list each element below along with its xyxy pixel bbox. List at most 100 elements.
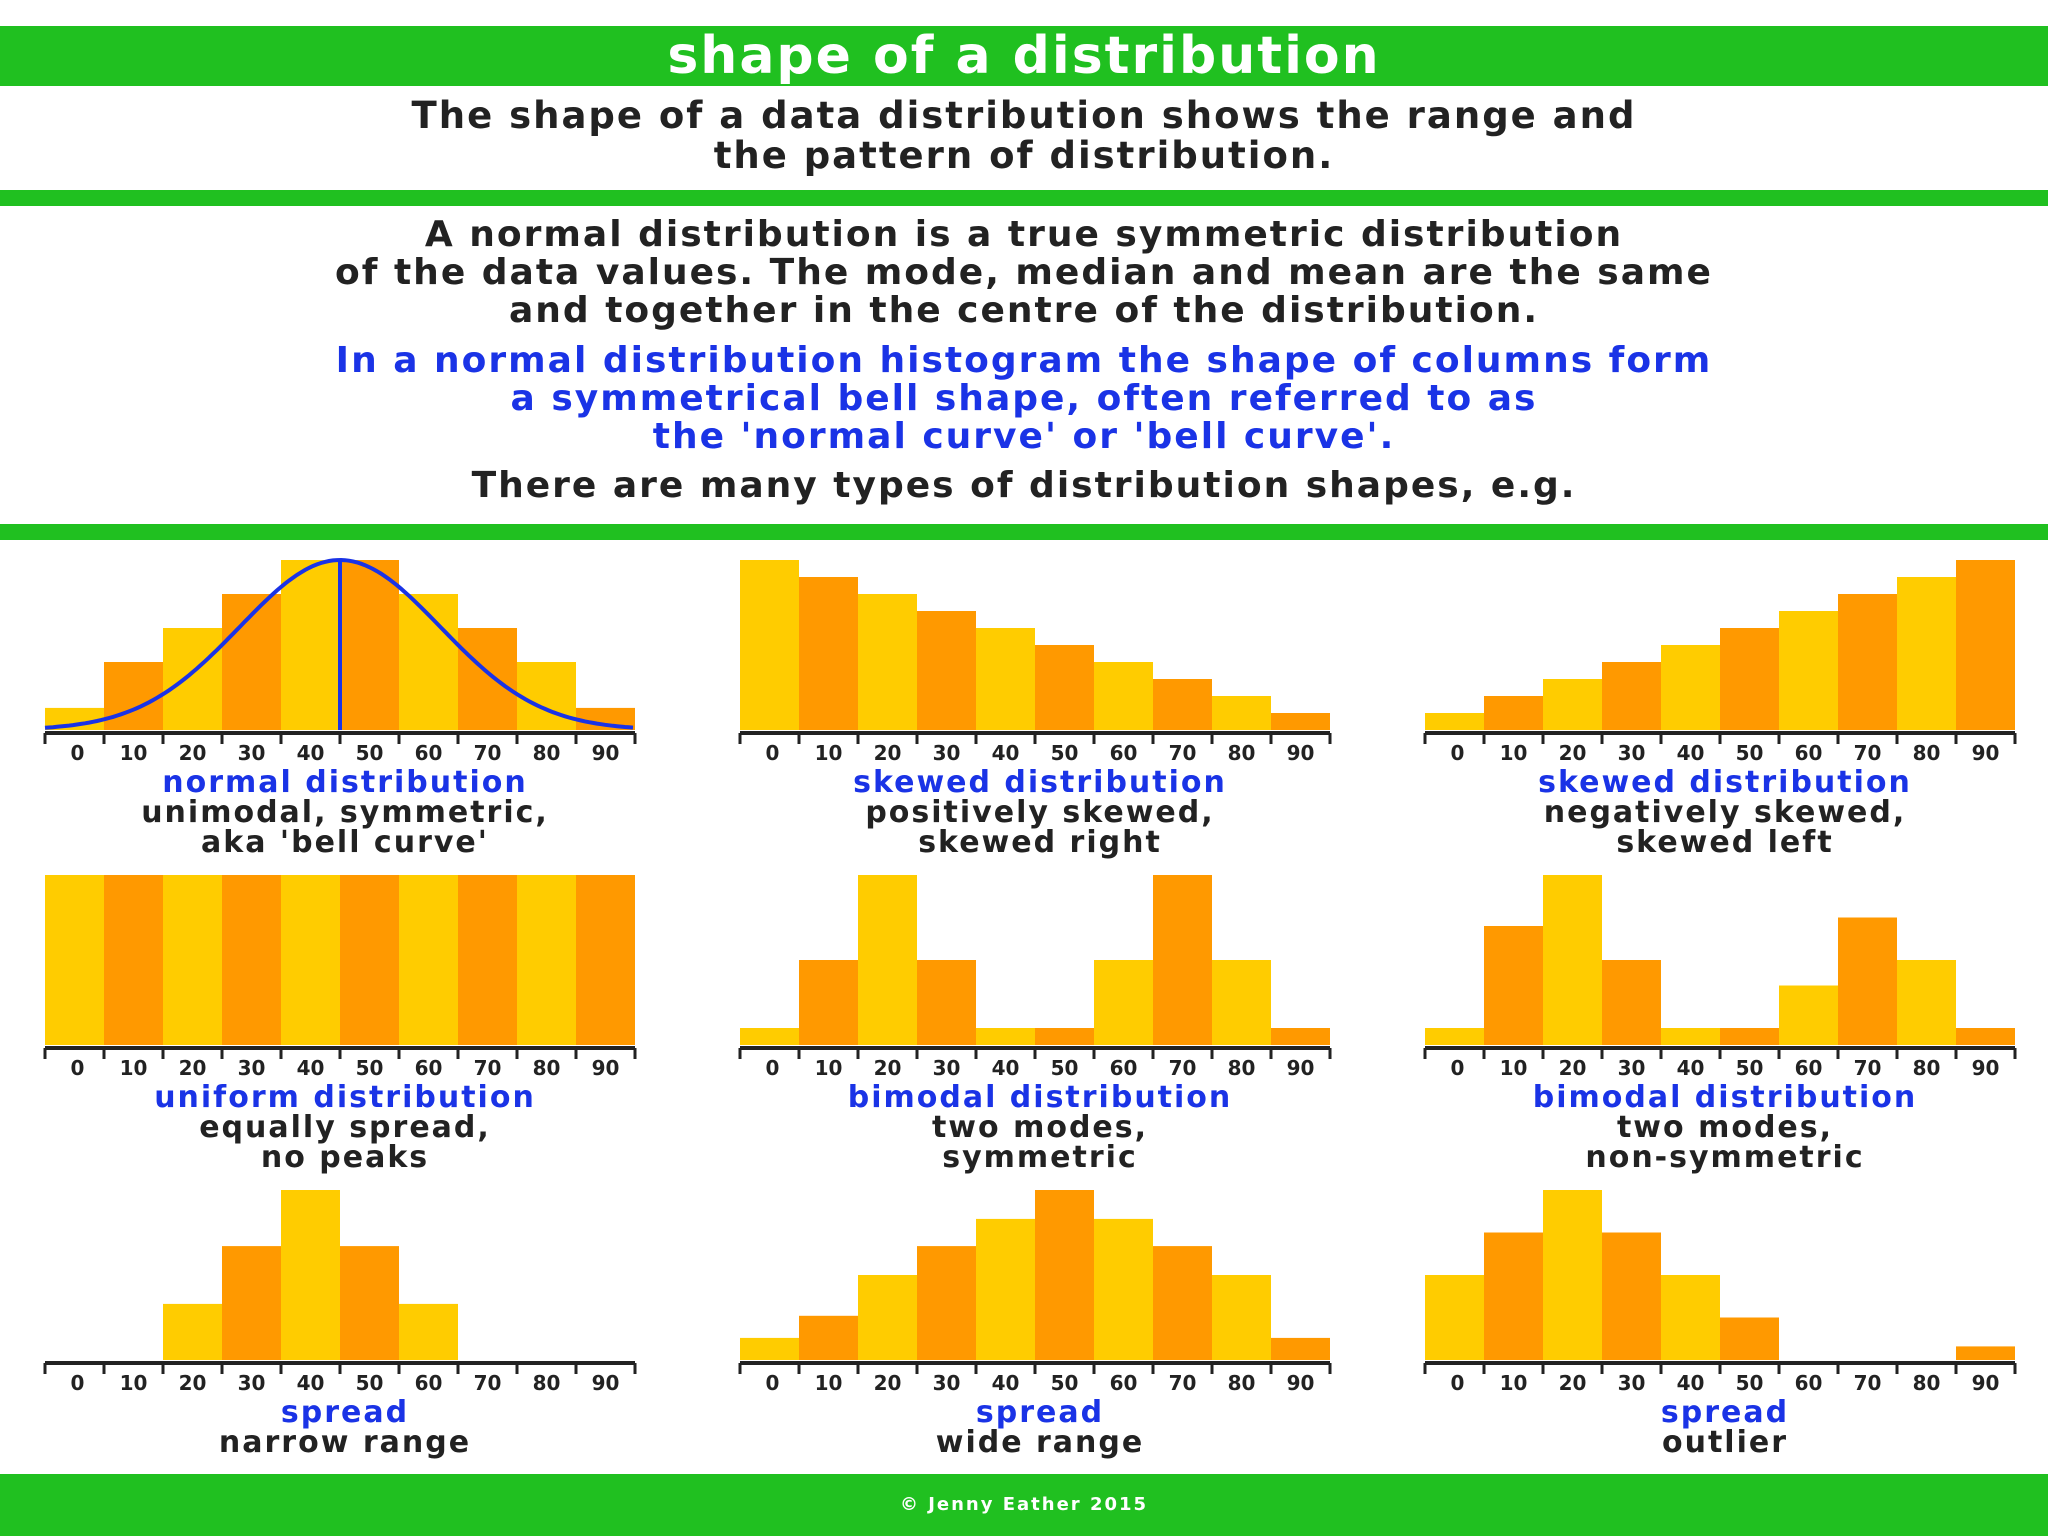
histogram-chart: 0 10 20 30 40 50 60 70 80 90 xyxy=(738,875,1332,1080)
histogram-bar xyxy=(1602,960,1661,1045)
histogram-bar xyxy=(1602,1232,1661,1360)
histogram-bar xyxy=(1720,628,1779,730)
x-tick-label: 10 xyxy=(1500,1371,1528,1395)
histogram-bar xyxy=(1271,1337,1330,1360)
x-tick-label: 50 xyxy=(356,1371,384,1395)
histogram-bar xyxy=(1425,713,1484,730)
histogram-bar xyxy=(1484,696,1543,730)
histogram-bar xyxy=(281,1190,340,1360)
histogram-bar xyxy=(576,875,635,1045)
x-tick-label: 40 xyxy=(1677,1371,1705,1395)
x-tick-label: 20 xyxy=(874,741,902,765)
x-tick-label: 80 xyxy=(1913,1371,1941,1395)
chart-caption: two modes, xyxy=(931,1110,1149,1145)
x-tick-label: 50 xyxy=(356,741,384,765)
chart-caption: narrow range xyxy=(218,1425,472,1460)
histogram-bar xyxy=(1779,985,1838,1045)
histogram-bar xyxy=(1956,560,2015,730)
histogram-bar xyxy=(340,1246,399,1360)
intro-line: The shape of a data distribution shows t… xyxy=(411,94,1637,137)
chart-title: spread xyxy=(280,1395,410,1430)
normal-description-line: and together in the centre of the distri… xyxy=(508,290,1540,331)
x-tick-label: 80 xyxy=(1913,741,1941,765)
divider-band xyxy=(0,524,2048,540)
histogram-chart: 0 10 20 30 40 50 60 70 80 90 xyxy=(43,557,637,765)
x-tick-label: 50 xyxy=(356,1056,384,1080)
x-tick-label: 70 xyxy=(474,1056,502,1080)
x-tick-label: 30 xyxy=(933,1371,961,1395)
histogram-bar xyxy=(1956,1028,2015,1045)
x-tick-label: 0 xyxy=(766,741,780,765)
histogram-bar xyxy=(799,577,858,730)
histogram-bar xyxy=(1897,577,1956,730)
normal-description-line: A normal distribution is a true symmetri… xyxy=(424,214,1624,255)
histogram-panel: 0 10 20 30 40 50 60 70 80 90 skewed distribution po… xyxy=(738,560,1360,860)
histogram-bar xyxy=(1897,960,1956,1045)
histogram-bar xyxy=(917,960,976,1045)
x-tick-label: 30 xyxy=(933,741,961,765)
x-tick-label: 90 xyxy=(1972,741,2000,765)
x-tick-label: 0 xyxy=(766,1056,780,1080)
histogram-chart: 0 10 20 30 40 50 60 70 80 90 xyxy=(43,875,637,1080)
x-tick-label: 50 xyxy=(1736,1371,1764,1395)
histogram-bar xyxy=(1484,1232,1543,1360)
x-tick-label: 90 xyxy=(1287,1056,1315,1080)
divider-band xyxy=(0,190,2048,206)
histogram-bar xyxy=(917,611,976,730)
chart-title: bimodal distribution xyxy=(1532,1080,1918,1115)
x-tick-label: 10 xyxy=(1500,741,1528,765)
histogram-bar xyxy=(858,1275,917,1360)
histogram-chart: 0 10 20 30 40 50 60 70 80 90 xyxy=(43,1190,637,1395)
chart-caption: unimodal, symmetric, xyxy=(141,795,549,830)
x-tick-label: 70 xyxy=(1854,1056,1882,1080)
types-line-text: There are many types of distribution sha… xyxy=(471,465,1577,506)
histogram-chart: 0 10 20 30 40 50 60 70 80 90 xyxy=(1423,560,2017,765)
x-tick-label: 20 xyxy=(1559,1056,1587,1080)
histogram-bar xyxy=(1425,1028,1484,1045)
histogram-bar xyxy=(458,628,517,730)
chart-caption: wide range xyxy=(935,1425,1145,1460)
x-tick-label: 40 xyxy=(297,741,325,765)
histogram-bar xyxy=(458,875,517,1045)
histogram-bar xyxy=(740,560,799,730)
x-tick-label: 80 xyxy=(533,741,561,765)
chart-caption: no peaks xyxy=(260,1140,430,1175)
chart-caption: positively skewed, xyxy=(865,795,1215,830)
histogram-bar xyxy=(976,1028,1035,1045)
histogram-panel: 0 10 20 30 40 50 60 70 80 90 spread outlier xyxy=(1423,1190,2045,1490)
histogram-bar xyxy=(1661,1275,1720,1360)
x-tick-label: 30 xyxy=(238,1371,266,1395)
x-tick-label: 0 xyxy=(71,741,85,765)
x-tick-label: 20 xyxy=(179,741,207,765)
x-tick-label: 70 xyxy=(1169,1056,1197,1080)
x-tick-label: 90 xyxy=(1287,741,1315,765)
histogram-bar xyxy=(1094,662,1153,730)
histogram-bar xyxy=(1153,679,1212,730)
x-tick-label: 30 xyxy=(1618,1056,1646,1080)
histogram-bar xyxy=(799,960,858,1045)
x-tick-label: 90 xyxy=(592,741,620,765)
histogram-bar xyxy=(740,1337,799,1360)
histogram-bar xyxy=(1779,611,1838,730)
histogram-bar xyxy=(1153,1246,1212,1360)
histogram-bar xyxy=(1035,1028,1094,1045)
histogram-bar xyxy=(1094,960,1153,1045)
x-tick-label: 70 xyxy=(1169,1371,1197,1395)
x-tick-label: 10 xyxy=(1500,1056,1528,1080)
chart-title: bimodal distribution xyxy=(847,1080,1233,1115)
x-tick-label: 80 xyxy=(1913,1056,1941,1080)
x-tick-label: 20 xyxy=(1559,1371,1587,1395)
chart-title: spread xyxy=(1660,1395,1790,1430)
histogram-bar xyxy=(1484,926,1543,1045)
x-tick-label: 0 xyxy=(766,1371,780,1395)
chart-caption: aka 'bell curve' xyxy=(201,825,489,860)
x-tick-label: 10 xyxy=(815,741,843,765)
x-tick-label: 80 xyxy=(533,1371,561,1395)
page-title: shape of a distribution xyxy=(667,26,1381,86)
x-tick-label: 60 xyxy=(415,1371,443,1395)
histogram-bar xyxy=(1956,1346,2015,1360)
histogram-bar xyxy=(799,1315,858,1360)
title-bar: shape of a distribution xyxy=(0,26,2048,86)
histogram-bar xyxy=(1212,696,1271,730)
chart-caption: two modes, xyxy=(1616,1110,1834,1145)
